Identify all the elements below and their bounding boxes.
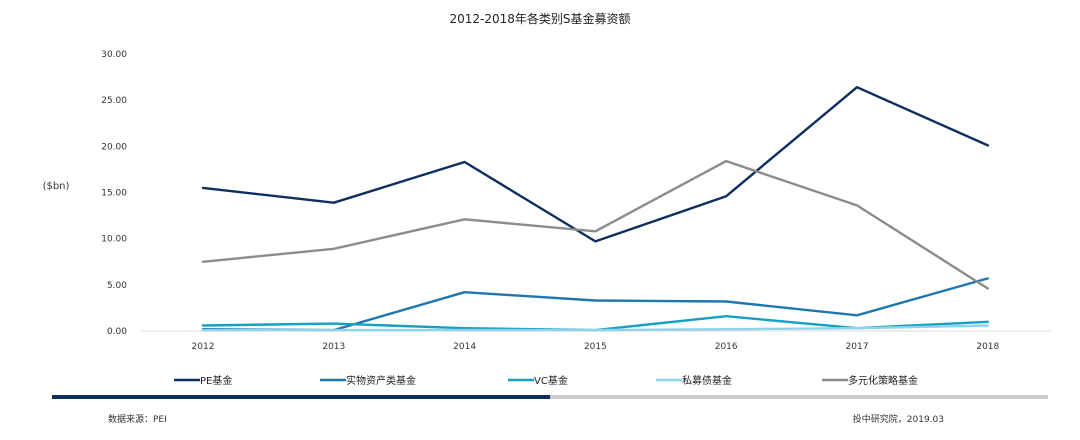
- x-tick-label: 2017: [846, 342, 869, 352]
- legend-label: 实物资产类基金: [346, 374, 416, 387]
- progress-fill: [52, 395, 550, 399]
- credit-note: 投中研究院，2019.03: [853, 413, 944, 425]
- x-tick-label: 2012: [192, 342, 215, 352]
- y-axis-label: ($bn): [43, 181, 70, 192]
- y-tick-label: 10.00: [101, 235, 127, 245]
- x-tick-label: 2014: [453, 342, 476, 352]
- x-axis-ticks: 2012 2013 2014 2015 2016 2017 2018: [192, 342, 1000, 352]
- legend-label: PE基金: [200, 374, 232, 387]
- y-axis-ticks: 0.00 5.00 10.00 15.00 20.00 25.00 30.00: [101, 50, 127, 337]
- x-tick-label: 2016: [715, 342, 738, 352]
- series-line-4: [201, 159, 989, 290]
- series-line-3: [201, 324, 989, 332]
- y-tick-label: 0.00: [107, 327, 127, 337]
- legend-label: 私募债基金: [682, 374, 732, 387]
- y-tick-label: 5.00: [107, 281, 127, 291]
- x-tick-label: 2015: [584, 342, 607, 352]
- source-note: 数据来源：PEI: [108, 413, 167, 425]
- x-tick-label: 2013: [322, 342, 345, 352]
- y-tick-label: 20.00: [101, 142, 127, 152]
- x-tick-label: 2018: [976, 342, 999, 352]
- legend-label: VC基金: [534, 374, 568, 387]
- legend-label: 多元化策略基金: [848, 374, 918, 387]
- series-line-0: [201, 85, 989, 243]
- series-lines: [201, 85, 989, 332]
- legend: PE基金 实物资产类基金 VC基金 私募债基金 多元化策略基金: [174, 374, 918, 387]
- chart-title: 2012-2018年各类别S基金募资额: [449, 11, 630, 26]
- y-tick-label: 30.00: [101, 50, 127, 60]
- y-tick-label: 25.00: [101, 96, 127, 106]
- y-tick-label: 15.00: [101, 189, 127, 199]
- series-line-1: [201, 277, 989, 332]
